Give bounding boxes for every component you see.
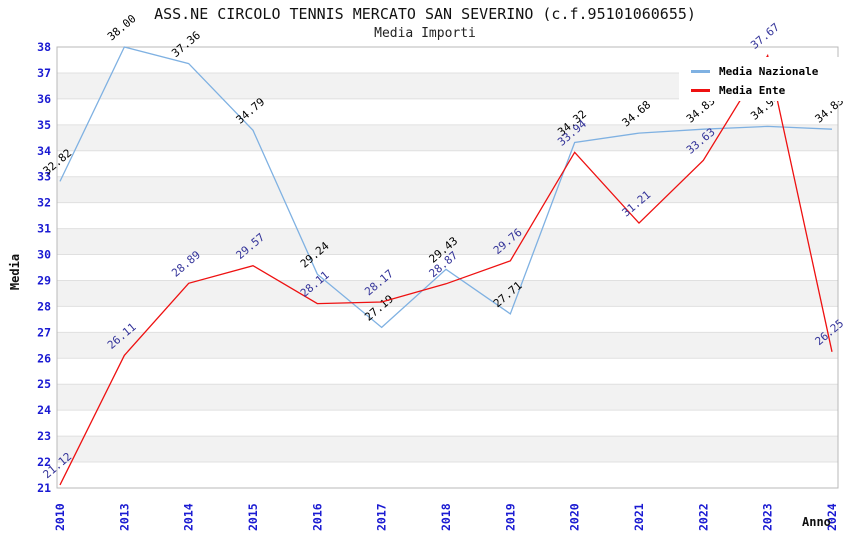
media-ente-swatch-icon	[691, 89, 710, 92]
y-tick-label: 29	[37, 273, 51, 287]
x-axis-title: Anno	[802, 515, 831, 529]
y-tick-label: 34	[37, 144, 51, 158]
y-tick-label: 33	[37, 170, 51, 184]
x-tick-label: 2017	[375, 503, 389, 531]
legend-label: Media Ente	[719, 84, 786, 97]
legend: Media Nazionale Media Ente	[679, 57, 850, 101]
plot-band	[57, 176, 838, 203]
y-tick-label: 28	[37, 299, 51, 313]
x-tick-label: 2016	[310, 503, 324, 531]
y-tick-label: 31	[37, 222, 51, 236]
y-tick-label: 23	[37, 429, 51, 443]
y-tick-label: 30	[37, 248, 51, 262]
plot-band	[57, 280, 838, 307]
media-nazionale-swatch-icon	[691, 70, 710, 73]
x-tick-label: 2014	[182, 503, 196, 531]
y-tick-label: 24	[37, 403, 51, 417]
plot-frame	[56, 46, 839, 489]
y-tick-label: 27	[37, 325, 51, 339]
page-title: ASS.NE CIRCOLO TENNIS MERCATO SAN SEVERI…	[154, 5, 696, 23]
plot-band	[57, 436, 838, 463]
x-tick-label: 2021	[632, 503, 646, 531]
x-tick-label: 2013	[117, 503, 131, 531]
x-tick-label: 2019	[503, 503, 517, 531]
legend-item-media-nazionale: Media Nazionale	[691, 62, 850, 81]
y-tick-label: 32	[37, 196, 51, 210]
y-tick-label: 37	[37, 66, 51, 80]
chart-subtitle: Media Importi	[374, 26, 476, 41]
series-line-media-nazionale	[59, 46, 833, 329]
x-tick-label: 2023	[761, 503, 775, 531]
plot-band	[57, 384, 838, 411]
x-tick-label: 2018	[439, 503, 453, 531]
legend-item-media-ente: Media Ente	[691, 81, 850, 100]
y-tick-label: 35	[37, 118, 51, 132]
y-tick-label: 36	[37, 92, 51, 106]
y-axis-title: Media	[8, 253, 23, 291]
y-tick-label: 22	[37, 455, 51, 469]
y-tick-label: 21	[37, 481, 51, 495]
x-tick-label: 2020	[568, 503, 582, 531]
plot-band	[57, 332, 838, 359]
plot-band	[57, 228, 838, 255]
series-line-media-ente	[59, 53, 833, 486]
y-tick-label: 26	[37, 351, 51, 365]
y-tick-label: 38	[37, 40, 51, 54]
x-tick-label: 2022	[696, 503, 710, 531]
x-tick-label: 2010	[53, 503, 67, 531]
x-tick-label: 2015	[246, 503, 260, 531]
x-tick-label: 2024	[825, 503, 839, 531]
y-tick-label: 25	[37, 377, 51, 391]
value-label: 34.79	[234, 95, 268, 126]
legend-label: Media Nazionale	[719, 65, 819, 78]
